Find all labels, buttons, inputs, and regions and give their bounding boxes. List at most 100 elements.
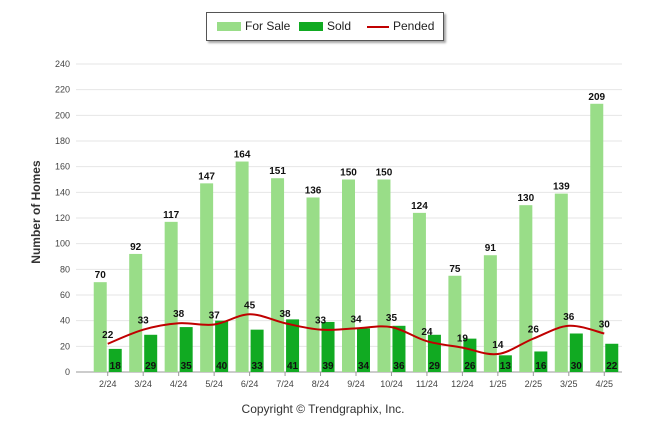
bar-sold: [392, 325, 406, 372]
y-tick-label: 180: [55, 136, 70, 146]
y-axis-ticks: 0 20 40 60 80 100 120 140 160 180 200 220 240: [55, 59, 70, 377]
y-tick-label: 160: [55, 162, 70, 172]
bar-sold: [463, 338, 477, 372]
label-sold: 41: [287, 361, 299, 372]
label-pended: 30: [599, 320, 611, 331]
x-tick-label: 10/24: [380, 379, 403, 389]
y-tick-label: 0: [65, 367, 70, 377]
label-for-sale: 70: [95, 270, 107, 281]
label-sold: 13: [500, 361, 512, 372]
y-tick-label: 40: [60, 316, 70, 326]
y-tick-label: 240: [55, 59, 70, 69]
bar-for-sale: [342, 179, 355, 372]
label-pended: 38: [280, 309, 292, 320]
label-pended: 33: [315, 316, 327, 327]
label-for-sale: 139: [553, 182, 570, 193]
label-pended: 14: [492, 340, 504, 351]
label-sold: 18: [110, 361, 122, 372]
label-for-sale: 147: [198, 171, 215, 182]
bar-sold: [498, 355, 512, 372]
x-tick-label: 4/24: [170, 379, 188, 389]
bar-sold: [534, 351, 548, 372]
label-for-sale: 150: [376, 168, 393, 179]
bar-sold: [605, 343, 619, 372]
x-tick-label: 4/25: [596, 379, 614, 389]
data-labels: 70 18 92 29 117 35 147 40 164 33 151 41 136 39 150 34 15…: [95, 92, 618, 372]
label-pended: 45: [244, 300, 256, 311]
legend-swatch-for-sale: [217, 22, 241, 31]
label-sold: 29: [429, 361, 441, 372]
bar-for-sale: [377, 179, 391, 372]
legend-label-sold: Sold: [327, 19, 352, 33]
bar-for-sale: [129, 253, 143, 372]
label-sold: 34: [358, 361, 370, 372]
label-sold: 29: [145, 361, 157, 372]
bar-sold: [321, 321, 335, 372]
bar-for-sale: [164, 221, 178, 372]
y-axis-title: Number of Homes: [29, 160, 43, 264]
label-sold: 16: [535, 361, 547, 372]
copyright-footer: Copyright © Trendgraphix, Inc.: [241, 402, 405, 416]
label-pended: 22: [102, 330, 114, 341]
pended-line-path: [107, 313, 605, 356]
bar-sold: [250, 329, 264, 372]
label-pended: 35: [386, 313, 398, 324]
label-sold: 30: [571, 361, 583, 372]
x-axis-ticks: 2/24 3/24 4/24 5/24 6/24 7/24 8/24 9/24 10/24 11/…: [99, 372, 613, 389]
x-tick-label: 1/25: [489, 379, 507, 389]
bar-sold: [569, 333, 583, 372]
bar-for-sale: [271, 178, 285, 372]
x-tick-label: 3/24: [134, 379, 152, 389]
bar-for-sale: [93, 282, 107, 372]
label-pended: 26: [528, 325, 540, 336]
bar-sold: [215, 320, 229, 372]
x-tick-label: 8/24: [312, 379, 330, 389]
label-for-sale: 92: [130, 242, 142, 253]
legend-swatch-pended: [367, 26, 389, 28]
label-for-sale: 117: [163, 210, 180, 221]
label-for-sale: 164: [234, 150, 251, 161]
y-tick-label: 120: [55, 213, 70, 223]
label-for-sale: 150: [340, 168, 357, 179]
bar-for-sale: [412, 212, 426, 372]
x-tick-label: 6/24: [241, 379, 259, 389]
bar-for-sale: [448, 275, 462, 372]
bar-for-sale: [200, 183, 214, 372]
label-for-sale: 124: [411, 201, 428, 212]
legend-label-for-sale: For Sale: [245, 19, 291, 33]
bar-for-sale: [590, 103, 604, 373]
label-sold: 33: [252, 361, 264, 372]
y-tick-label: 200: [55, 110, 70, 120]
bar-sold: [144, 334, 158, 372]
pended-line: [107, 313, 605, 356]
label-for-sale: 151: [269, 166, 286, 177]
x-tick-label: 2/24: [99, 379, 117, 389]
x-tick-label: 2/25: [525, 379, 543, 389]
label-for-sale: 75: [449, 264, 461, 275]
bar-for-sale: [519, 205, 533, 372]
label-pended: 36: [563, 312, 575, 323]
bars: [93, 103, 619, 373]
y-tick-label: 20: [60, 341, 70, 351]
legend: For Sale Sold Pended: [206, 12, 444, 41]
x-tick-label: 3/25: [560, 379, 578, 389]
x-tick-label: 5/24: [205, 379, 223, 389]
label-pended: 37: [209, 311, 221, 322]
bar-sold: [286, 319, 300, 372]
x-tick-label: 7/24: [276, 379, 294, 389]
label-sold: 35: [181, 361, 193, 372]
bar-for-sale: [306, 197, 320, 372]
y-tick-label: 60: [60, 290, 70, 300]
label-sold: 39: [322, 361, 334, 372]
label-sold: 36: [393, 361, 405, 372]
legend-swatch-sold: [299, 22, 323, 31]
label-for-sale: 91: [485, 243, 497, 254]
label-sold: 40: [216, 361, 228, 372]
label-pended: 24: [421, 327, 433, 338]
label-pended: 34: [350, 314, 362, 325]
label-pended: 19: [457, 334, 469, 345]
label-sold: 22: [606, 361, 618, 372]
bar-for-sale: [554, 193, 568, 372]
label-for-sale: 130: [517, 193, 534, 204]
